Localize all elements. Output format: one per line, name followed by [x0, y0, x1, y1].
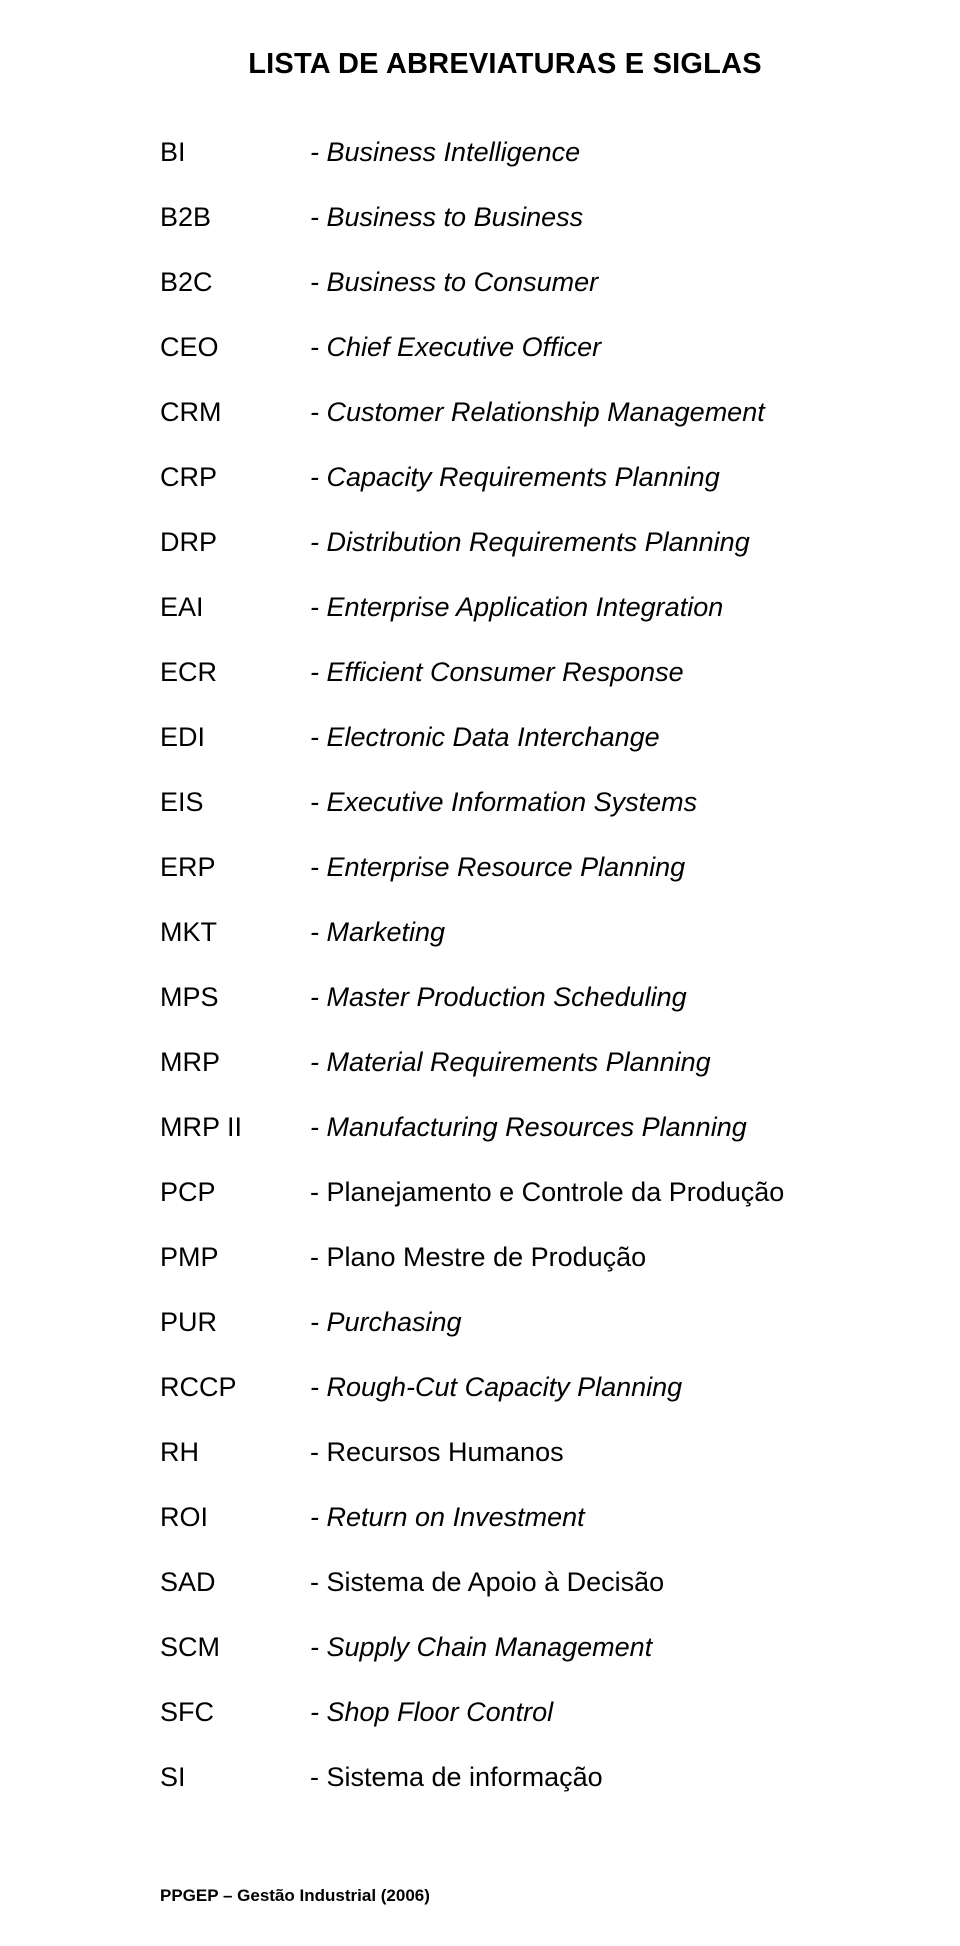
abbrev-definition: - Business Intelligence [310, 137, 580, 168]
abbrev-term: MKT [160, 917, 310, 948]
abbrev-row: PMP- Plano Mestre de Produção [160, 1242, 850, 1273]
abbrev-definition: - Planejamento e Controle da Produção [310, 1177, 784, 1208]
abbrev-definition: - Sistema de Apoio à Decisão [310, 1567, 664, 1598]
abbrev-term: MRP II [160, 1112, 310, 1143]
abbrev-row: RCCP- Rough-Cut Capacity Planning [160, 1372, 850, 1403]
abbrev-row: PUR- Purchasing [160, 1307, 850, 1338]
abbrev-term: ERP [160, 852, 310, 883]
abbrev-term: SFC [160, 1697, 310, 1728]
abbrev-row: BI- Business Intelligence [160, 137, 850, 168]
abbrev-term: MRP [160, 1047, 310, 1078]
abbrev-term: SCM [160, 1632, 310, 1663]
abbrev-term: EAI [160, 592, 310, 623]
abbrev-definition: - Customer Relationship Management [310, 397, 765, 428]
abbrev-row: ROI- Return on Investment [160, 1502, 850, 1533]
abbrev-row: CRM- Customer Relationship Management [160, 397, 850, 428]
abbrev-row: MRP- Material Requirements Planning [160, 1047, 850, 1078]
abbrev-definition: - Electronic Data Interchange [310, 722, 660, 753]
abbrev-row: CRP- Capacity Requirements Planning [160, 462, 850, 493]
abbrev-term: EIS [160, 787, 310, 818]
abbrev-definition: - Recursos Humanos [310, 1437, 564, 1468]
abbrev-term: ECR [160, 657, 310, 688]
abbrev-row: MKT- Marketing [160, 917, 850, 948]
abbrev-term: BI [160, 137, 310, 168]
abbrev-row: EAI- Enterprise Application Integration [160, 592, 850, 623]
abbrev-term: PUR [160, 1307, 310, 1338]
abbrev-definition: - Chief Executive Officer [310, 332, 601, 363]
page-footer: PPGEP – Gestão Industrial (2006) [160, 1886, 430, 1906]
abbrev-definition: - Shop Floor Control [310, 1697, 553, 1728]
abbrev-term: CRP [160, 462, 310, 493]
document-page: LISTA DE ABREVIATURAS E SIGLAS BI- Busin… [0, 0, 960, 1946]
abbrev-row: ECR- Efficient Consumer Response [160, 657, 850, 688]
abbrev-definition: - Capacity Requirements Planning [310, 462, 720, 493]
abbrev-term: PCP [160, 1177, 310, 1208]
abbrev-definition: - Business to Business [310, 202, 583, 233]
abbrev-term: EDI [160, 722, 310, 753]
abbrev-row: MRP II- Manufacturing Resources Planning [160, 1112, 850, 1143]
abbrev-definition: - Efficient Consumer Response [310, 657, 684, 688]
abbreviation-list: BI- Business IntelligenceB2B- Business t… [160, 137, 850, 1827]
abbrev-definition: - Return on Investment [310, 1502, 585, 1533]
abbrev-term: MPS [160, 982, 310, 1013]
abbrev-row: ERP- Enterprise Resource Planning [160, 852, 850, 883]
abbrev-definition: - Executive Information Systems [310, 787, 697, 818]
abbrev-row: SFC- Shop Floor Control [160, 1697, 850, 1728]
abbrev-row: DRP- Distribution Requirements Planning [160, 527, 850, 558]
abbrev-definition: - Marketing [310, 917, 445, 948]
abbrev-row: SCM- Supply Chain Management [160, 1632, 850, 1663]
abbrev-term: PMP [160, 1242, 310, 1273]
abbrev-row: RH- Recursos Humanos [160, 1437, 850, 1468]
abbrev-term: SI [160, 1762, 310, 1793]
abbrev-term: RCCP [160, 1372, 310, 1403]
abbrev-row: B2B- Business to Business [160, 202, 850, 233]
abbrev-definition: - Supply Chain Management [310, 1632, 652, 1663]
abbrev-definition: - Business to Consumer [310, 267, 598, 298]
abbrev-row: B2C- Business to Consumer [160, 267, 850, 298]
abbrev-row: CEO- Chief Executive Officer [160, 332, 850, 363]
abbrev-definition: - Plano Mestre de Produção [310, 1242, 646, 1273]
abbrev-term: B2B [160, 202, 310, 233]
abbrev-definition: - Manufacturing Resources Planning [310, 1112, 747, 1143]
abbrev-definition: - Rough-Cut Capacity Planning [310, 1372, 682, 1403]
abbrev-definition: - Enterprise Resource Planning [310, 852, 685, 883]
abbrev-definition: - Purchasing [310, 1307, 462, 1338]
abbrev-row: SI- Sistema de informação [160, 1762, 850, 1793]
abbrev-definition: - Material Requirements Planning [310, 1047, 711, 1078]
abbrev-row: EDI- Electronic Data Interchange [160, 722, 850, 753]
abbrev-row: MPS- Master Production Scheduling [160, 982, 850, 1013]
abbrev-term: B2C [160, 267, 310, 298]
abbrev-term: ROI [160, 1502, 310, 1533]
abbrev-definition: - Sistema de informação [310, 1762, 603, 1793]
abbrev-row: SAD- Sistema de Apoio à Decisão [160, 1567, 850, 1598]
abbrev-term: CRM [160, 397, 310, 428]
abbrev-definition: - Distribution Requirements Planning [310, 527, 750, 558]
abbrev-term: CEO [160, 332, 310, 363]
abbrev-definition: - Enterprise Application Integration [310, 592, 723, 623]
abbrev-term: SAD [160, 1567, 310, 1598]
abbrev-row: PCP- Planejamento e Controle da Produção [160, 1177, 850, 1208]
abbrev-term: RH [160, 1437, 310, 1468]
abbrev-definition: - Master Production Scheduling [310, 982, 687, 1013]
page-title: LISTA DE ABREVIATURAS E SIGLAS [160, 48, 850, 81]
abbrev-row: EIS- Executive Information Systems [160, 787, 850, 818]
abbrev-term: DRP [160, 527, 310, 558]
